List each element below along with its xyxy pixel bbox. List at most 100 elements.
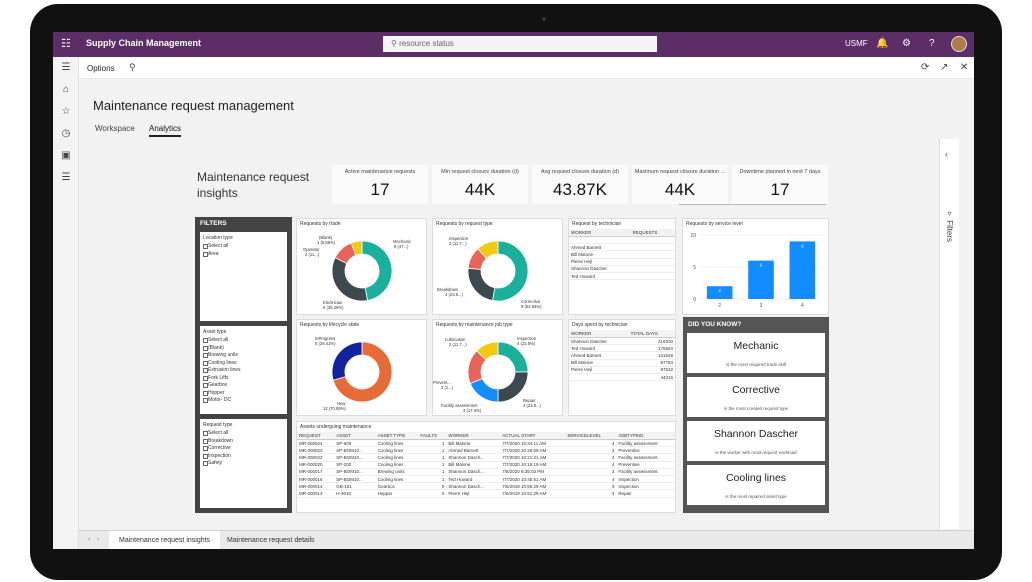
x-tick-label: 4: [801, 303, 804, 309]
chevron-left-icon[interactable]: ‹: [945, 149, 948, 159]
donut-slice-corrective[interactable]: [492, 240, 529, 302]
hamburger-icon[interactable]: ☰: [61, 62, 71, 73]
column-header[interactable]: JOBTYPEID: [616, 432, 675, 440]
help-icon[interactable]: ?: [929, 38, 935, 49]
data-label: 1 (5.88%): [317, 240, 336, 245]
column-header[interactable]: WORKER: [569, 330, 629, 338]
column-header[interactable]: FAULTS: [418, 432, 447, 440]
slicer-option[interactable]: Safety: [200, 460, 287, 468]
app-name[interactable]: Supply Chain Management: [86, 38, 202, 48]
bar-service-level-3[interactable]: [748, 260, 774, 299]
bar-service-level-2[interactable]: [706, 286, 733, 299]
donut-slice-repair[interactable]: [497, 341, 529, 373]
table-cell: MR-000014: [297, 482, 335, 491]
slicer-option[interactable]: Motor- DC: [200, 397, 287, 405]
table-row[interactable]: MR-000024 SP-600 Cooling lines 1 Bill Malone…: [297, 439, 675, 448]
slicer-option[interactable]: Brewing units: [200, 352, 287, 360]
table-cell: 7/8/2020 9:35:03 PM: [500, 468, 566, 476]
company-picker[interactable]: USMF: [845, 39, 868, 48]
slicer-option[interactable]: Area: [200, 251, 287, 259]
requests-by-lifecycle-chart[interactable]: Requests by lifecycle state InProgress 5…: [296, 319, 427, 416]
donut-slice--blank-[interactable]: [350, 240, 363, 256]
filters-pane-label[interactable]: ▿ Filters: [945, 209, 954, 243]
slicer-option[interactable]: Select all: [200, 430, 287, 438]
slicer-option[interactable]: Extrusion lines: [200, 367, 287, 375]
slicer-option[interactable]: Select all: [200, 337, 287, 345]
requests-by-trade-chart[interactable]: Requests by trade (Blank) 1 (5.88%) Oper…: [296, 218, 427, 315]
slicer-option[interactable]: Gearbox: [200, 382, 287, 390]
donut-slice-electrician[interactable]: [331, 257, 368, 302]
days-spent-by-technician-table[interactable]: Days spent by technician WORKER TOTAL DAY…: [568, 319, 676, 416]
table-row: Bill Malone: [569, 250, 675, 259]
column-header[interactable]: ACTUAL START: [500, 432, 566, 440]
slicer-option[interactable]: (Blank): [200, 345, 287, 353]
list-icon[interactable]: ☰: [61, 172, 71, 183]
slicer-option[interactable]: Hopper: [200, 390, 287, 398]
column-header[interactable]: WORKER: [569, 229, 631, 237]
star-icon[interactable]: ☆: [61, 106, 71, 117]
did-you-know-panel: DID YOU KNOW? Mechanic is the most requi…: [683, 317, 829, 513]
donut-slice-safety[interactable]: [477, 240, 499, 260]
request-by-technician-table[interactable]: Request by technician WORKER REQUESTS Ahm…: [568, 218, 676, 315]
table-row[interactable]: MR-000016 SP-BOM10... Cooling lines 1 Ted Ho…: [297, 475, 675, 484]
requests-by-service-level-chart[interactable]: Requests by service level 10 5 0 2 2 6 3 9 4: [682, 218, 829, 315]
column-header[interactable]: REQUEST: [297, 432, 335, 440]
table-row[interactable]: MR-000017 SP-BOM10... Brewing units 1 Shanno…: [297, 468, 675, 476]
requests-by-request-type-chart[interactable]: Requests by request type Inspection 2 (1…: [432, 218, 563, 315]
clock-icon[interactable]: ◷: [61, 128, 71, 139]
tab-maintenance-request-details[interactable]: Maintenance request details: [227, 537, 315, 544]
column-header[interactable]: SERVICELEVEL: [565, 432, 617, 440]
donut-slice-mechanic[interactable]: [361, 240, 393, 301]
table-cell: 4: [565, 453, 617, 462]
tab-maintenance-request-insights[interactable]: Maintenance request insights: [109, 531, 221, 549]
refresh-icon[interactable]: ⟳: [921, 62, 930, 73]
open-new-window-icon[interactable]: ↗: [940, 62, 949, 73]
slicer-option[interactable]: Fork Lifts: [200, 375, 287, 383]
home-icon[interactable]: ⌂: [62, 84, 70, 95]
slicer-location-type[interactable]: Location type Select all Area: [200, 232, 287, 321]
donut-slice-inprogress[interactable]: [331, 341, 363, 381]
column-header[interactable]: ASSET: [334, 432, 376, 440]
tab-analytics[interactable]: Analytics: [149, 124, 182, 137]
slicer-option[interactable]: Select all: [200, 243, 287, 251]
slicer-request-type[interactable]: Request type Select all Breakdown Correc…: [200, 419, 287, 508]
app-launcher-icon[interactable]: ☷: [61, 38, 71, 50]
search-input[interactable]: ⚲ resource status: [383, 36, 657, 52]
slicer-option[interactable]: Cooling lines: [200, 360, 287, 368]
avatar[interactable]: [951, 36, 967, 52]
donut-slice-breakdown[interactable]: [467, 267, 496, 301]
next-page-icon[interactable]: ›: [97, 536, 100, 543]
workspace-icon[interactable]: ▣: [61, 150, 71, 161]
prev-page-icon[interactable]: ‹: [88, 536, 91, 543]
donut-slice-new[interactable]: [332, 341, 393, 403]
table-row[interactable]: MR-000014 GB-101 Gearbox 0 Shannon Dasch... 7…: [297, 482, 675, 491]
app-screen: ☷ Supply Chain Management ⚲ resource sta…: [53, 32, 974, 549]
slicer-option[interactable]: Corrective: [200, 445, 287, 453]
table-row[interactable]: MR-000023 SP-BOM10... Cooling lines 1 Ahmed …: [297, 446, 675, 455]
column-header[interactable]: WORKER: [446, 432, 501, 440]
column-header[interactable]: REQUESTS: [630, 229, 675, 237]
bar-service-level-4[interactable]: [789, 241, 816, 299]
requests-by-job-type-chart[interactable]: Requests by maintenance job type Lubrica…: [432, 319, 563, 416]
report-page-tabs: ‹ › Maintenance request insights Mainten…: [79, 530, 974, 549]
table-row[interactable]: MR-000020 SP-200 Cooling lines 1 Bill Malone…: [297, 461, 675, 469]
table-cell: MR-000024: [297, 439, 335, 448]
table-row[interactable]: MR-000022 SP-BOM10... Cooling lines 1 Shanno…: [297, 453, 675, 462]
action-search-icon[interactable]: ⚲: [129, 62, 136, 72]
tab-workspace[interactable]: Workspace: [95, 124, 135, 133]
gear-icon[interactable]: ⚙: [902, 38, 911, 49]
bell-icon[interactable]: 🔔: [876, 38, 889, 49]
slicer-asset-type[interactable]: Asset type Select all (Blank) Brewing un…: [200, 326, 287, 414]
table-row[interactable]: MR-000013 H-3010 Hopper 0 Pierre Hejl 7/6/201…: [297, 489, 675, 498]
close-icon[interactable]: ✕: [960, 62, 969, 73]
data-label: Repair: [523, 398, 536, 403]
slicer-option[interactable]: Breakdown: [200, 438, 287, 446]
column-header[interactable]: TOTAL DAYS: [628, 330, 675, 338]
kpi-label: Downtime planned in next 7 days: [739, 169, 821, 175]
options-button[interactable]: Options: [87, 64, 115, 73]
column-header[interactable]: ASSET TYPE: [375, 432, 419, 440]
slicer-option[interactable]: Inspection: [200, 453, 287, 461]
donut-slice-lubrication[interactable]: [476, 341, 499, 361]
assets-undergoing-maintenance-table[interactable]: Assets undergoing maintenance REQUEST ASS…: [296, 421, 676, 513]
filters-pane[interactable]: ‹: [939, 139, 959, 529]
